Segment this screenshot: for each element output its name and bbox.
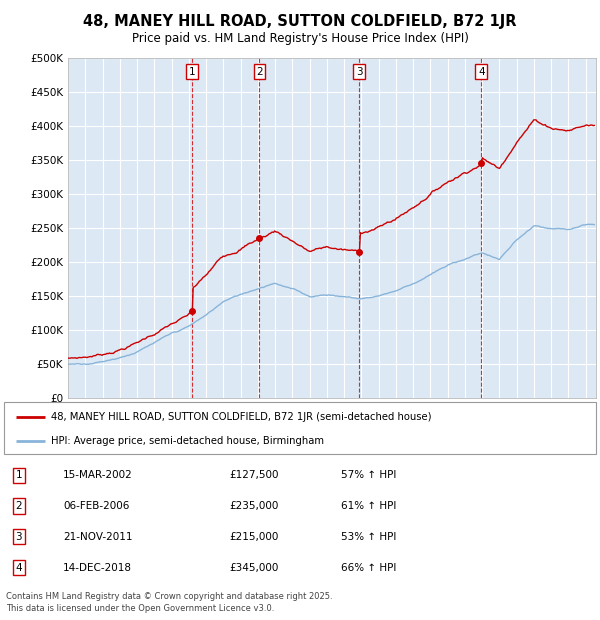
Text: HPI: Average price, semi-detached house, Birmingham: HPI: Average price, semi-detached house,… — [52, 436, 325, 446]
Text: 21-NOV-2011: 21-NOV-2011 — [63, 532, 133, 542]
Text: 53% ↑ HPI: 53% ↑ HPI — [341, 532, 397, 542]
Text: 3: 3 — [356, 66, 363, 77]
Text: 4: 4 — [16, 562, 22, 572]
Text: £127,500: £127,500 — [229, 471, 278, 480]
Text: 4: 4 — [478, 66, 485, 77]
Text: 48, MANEY HILL ROAD, SUTTON COLDFIELD, B72 1JR: 48, MANEY HILL ROAD, SUTTON COLDFIELD, B… — [83, 14, 517, 29]
Text: 1: 1 — [189, 66, 196, 77]
Text: 15-MAR-2002: 15-MAR-2002 — [63, 471, 133, 480]
Text: 57% ↑ HPI: 57% ↑ HPI — [341, 471, 397, 480]
Text: £215,000: £215,000 — [229, 532, 278, 542]
Text: 61% ↑ HPI: 61% ↑ HPI — [341, 501, 397, 511]
Text: £345,000: £345,000 — [229, 562, 278, 572]
Text: 66% ↑ HPI: 66% ↑ HPI — [341, 562, 397, 572]
FancyBboxPatch shape — [4, 402, 596, 454]
Text: £235,000: £235,000 — [229, 501, 278, 511]
Text: Contains HM Land Registry data © Crown copyright and database right 2025.
This d: Contains HM Land Registry data © Crown c… — [6, 592, 332, 613]
Text: 2: 2 — [256, 66, 263, 77]
Text: 1: 1 — [16, 471, 22, 480]
Text: 06-FEB-2006: 06-FEB-2006 — [63, 501, 130, 511]
Text: 48, MANEY HILL ROAD, SUTTON COLDFIELD, B72 1JR (semi-detached house): 48, MANEY HILL ROAD, SUTTON COLDFIELD, B… — [52, 412, 432, 422]
Text: 14-DEC-2018: 14-DEC-2018 — [63, 562, 132, 572]
Text: 2: 2 — [16, 501, 22, 511]
Text: Price paid vs. HM Land Registry's House Price Index (HPI): Price paid vs. HM Land Registry's House … — [131, 32, 469, 45]
Text: 3: 3 — [16, 532, 22, 542]
